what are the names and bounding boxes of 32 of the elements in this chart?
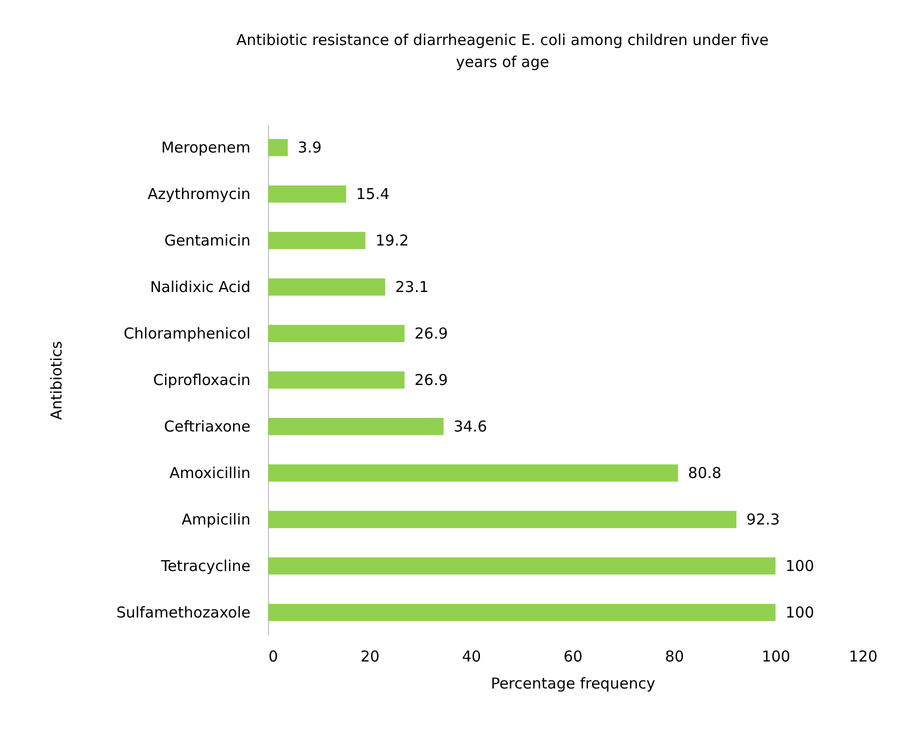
data-label: 26.9 — [414, 324, 448, 343]
data-label: 23.1 — [395, 278, 429, 296]
chart-title: Antibiotic resistance of diarrheagenic E. coli among children under five years of age — [236, 31, 769, 71]
y-tick-label: Nalidixic Acid — [150, 278, 250, 296]
data-label: 80.8 — [688, 464, 722, 482]
x-tick-label: 0 — [268, 648, 278, 666]
x-tick-label: 120 — [848, 648, 878, 666]
data-label: 19.2 — [375, 232, 409, 250]
x-tick-label: 20 — [360, 648, 380, 666]
y-axis-title: Antibiotics — [47, 340, 66, 420]
data-label: 100 — [786, 603, 814, 622]
x-tick-label: 100 — [762, 648, 790, 666]
y-tick-label: Azythromycin — [148, 185, 250, 204]
y-tick-label: Ceftriaxone — [164, 417, 250, 436]
data-label: 92.3 — [746, 510, 780, 528]
x-tick-label: 60 — [563, 648, 583, 666]
data-label: 26.9 — [414, 371, 448, 389]
y-tick-label: Chloramphenicol — [124, 324, 250, 343]
y-tick-label: Tetracycline — [160, 556, 250, 575]
y-tick-label: Meropenem — [161, 138, 250, 157]
y-tick-label: Ciprofloxacin — [153, 371, 250, 389]
y-tick-label: Ampicilin — [182, 510, 250, 528]
data-label: 15.4 — [356, 185, 390, 204]
data-label: 100 — [786, 556, 814, 575]
x-tick-label: 80 — [664, 648, 684, 666]
data-label: 3.9 — [298, 138, 322, 157]
x-axis-title: Percentage frequency — [490, 674, 656, 692]
y-tick-label: Gentamicin — [164, 232, 250, 250]
y-tick-label: Amoxicillin — [169, 464, 250, 482]
data-label: 34.6 — [454, 417, 487, 436]
x-tick-label: 40 — [462, 648, 482, 666]
y-tick-label: Sulfamethozaxole — [116, 603, 250, 622]
